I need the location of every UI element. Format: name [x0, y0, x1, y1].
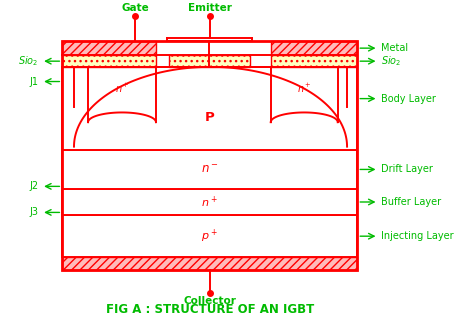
Text: Emitter: Emitter [188, 3, 232, 13]
Bar [169, 55, 250, 67]
Text: P: P [205, 111, 215, 124]
Text: J1: J1 [30, 76, 39, 87]
Text: $n^+$: $n^+$ [201, 194, 218, 209]
Text: Collector: Collector [183, 296, 236, 306]
Text: Injecting Layer: Injecting Layer [381, 231, 454, 241]
Text: $n^-$: $n^-$ [201, 163, 219, 176]
Text: Buffer Layer: Buffer Layer [381, 197, 441, 207]
Text: J3: J3 [30, 208, 39, 217]
Text: $n^+$: $n^+$ [297, 81, 311, 95]
Text: $n^+$: $n^+$ [115, 81, 129, 95]
Bar [62, 257, 357, 270]
Bar [62, 41, 156, 55]
Bar [62, 55, 156, 67]
Text: Body Layer: Body Layer [381, 94, 436, 104]
Text: Metal: Metal [381, 43, 408, 53]
Bar [62, 189, 357, 215]
Text: $p^+$: $p^+$ [201, 227, 218, 245]
Text: FIG A : STRUCTURE OF AN IGBT: FIG A : STRUCTURE OF AN IGBT [106, 303, 314, 316]
Text: Drift Layer: Drift Layer [381, 164, 433, 174]
Bar [62, 67, 357, 150]
Text: Gate: Gate [121, 3, 149, 13]
Bar [62, 215, 357, 257]
Text: $Sio_2$: $Sio_2$ [18, 54, 39, 68]
Bar [271, 41, 357, 55]
Bar [62, 41, 357, 270]
Bar [62, 150, 357, 189]
Text: J2: J2 [30, 181, 39, 191]
Text: $Sio_2$: $Sio_2$ [381, 54, 401, 68]
Bar [271, 55, 357, 67]
